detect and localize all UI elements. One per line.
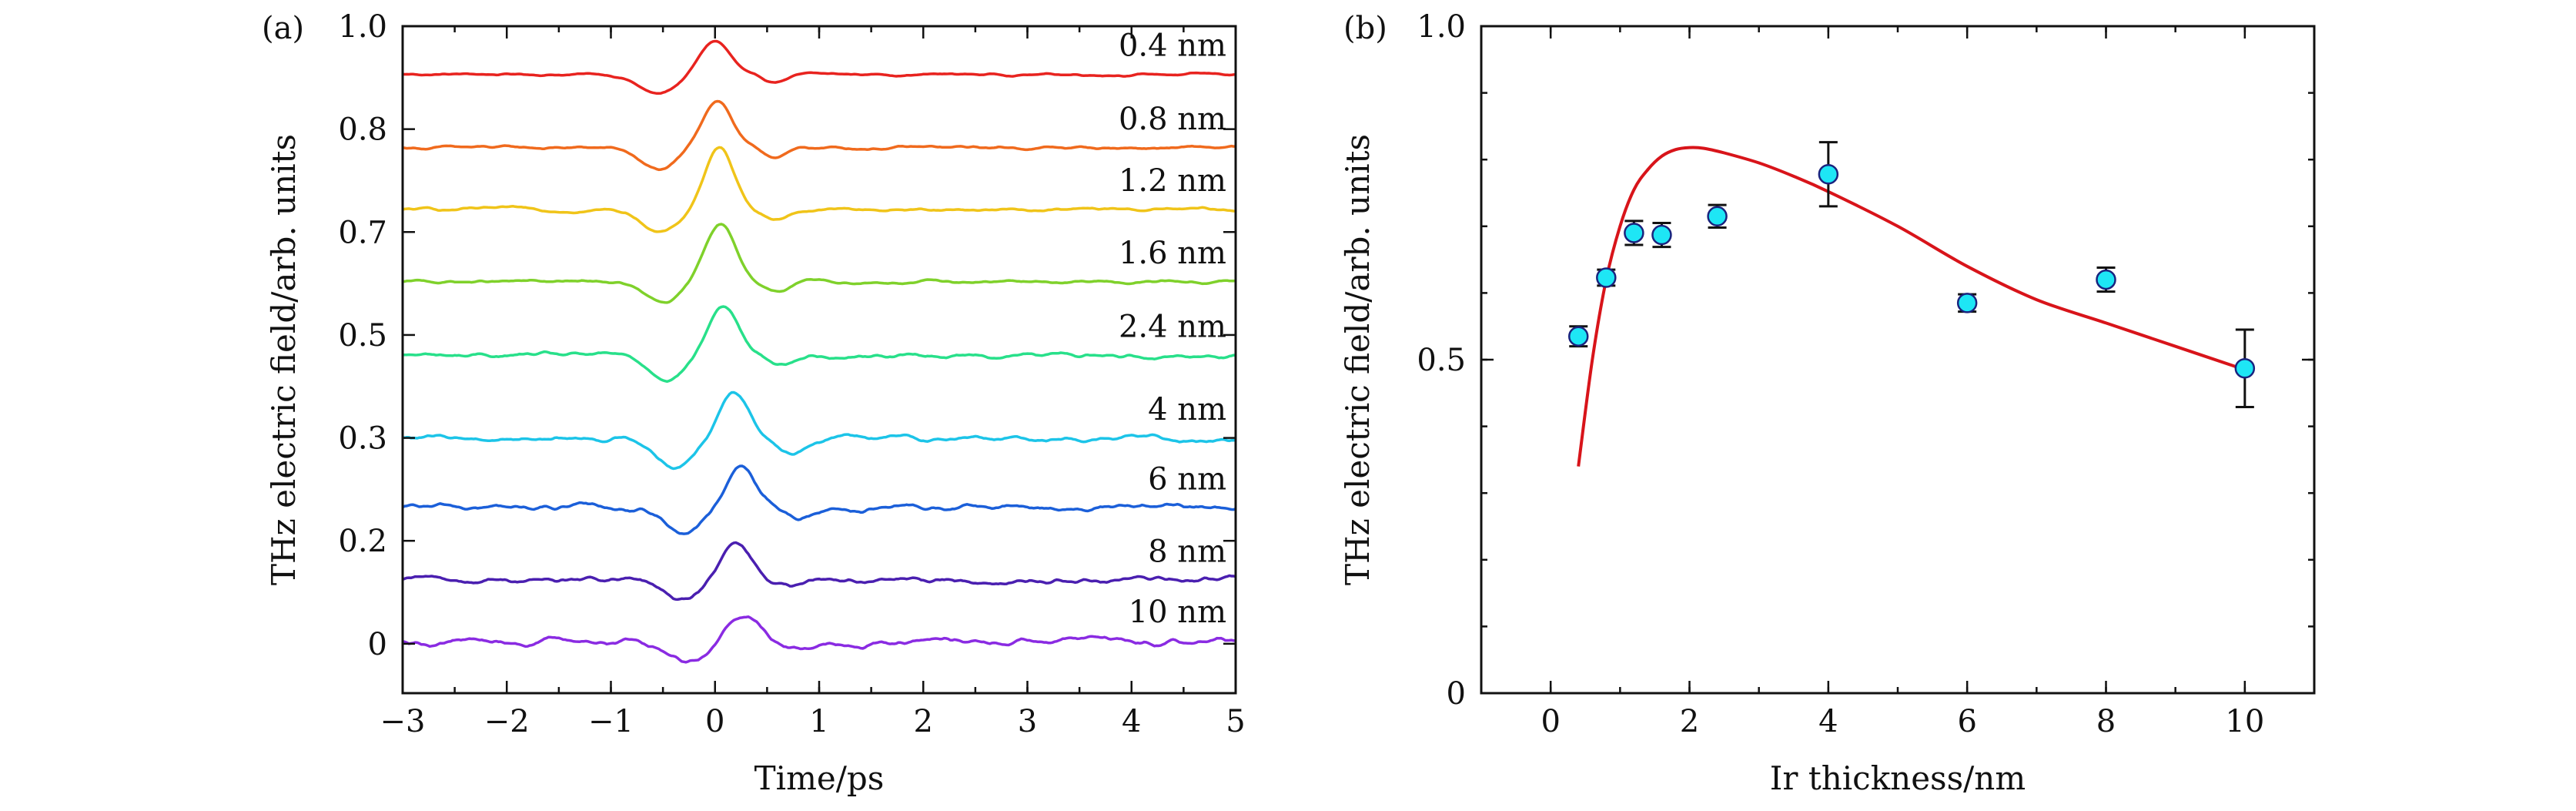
panel-b-data-point xyxy=(1624,220,1644,246)
panel-b-data-point xyxy=(1956,293,1978,313)
panel-a-series-line xyxy=(402,99,1236,172)
panel-a-label: (a) xyxy=(262,11,304,46)
panel-a-series-line xyxy=(402,464,1236,535)
panel-b-data-point xyxy=(2096,266,2116,293)
panel-a-curve-label: 6 nm xyxy=(1148,461,1226,497)
panel-b-y-tick-label: 1.0 xyxy=(1417,9,1466,45)
panel-a-x-ticks: −3 −2 −1 0 1 2 3 4 5 xyxy=(380,26,1246,739)
panel-a-curve-label: 0.4 nm xyxy=(1119,28,1226,64)
panel-a-x-tick-label: 5 xyxy=(1226,704,1245,739)
panel-a-y-tick-label: 0.2 xyxy=(338,524,387,559)
panel-b-data-point xyxy=(2234,328,2256,408)
panel-a-series-line xyxy=(402,146,1236,233)
panel-b-marker xyxy=(1651,224,1672,246)
panel-b-marker xyxy=(1567,326,1589,347)
panel-b-y-axis-title: THz electric field/arb. units xyxy=(1339,134,1377,585)
panel-b-marker xyxy=(2096,269,2116,290)
panel-a-x-tick-label: 4 xyxy=(1122,704,1141,739)
panel-a-series-line xyxy=(402,305,1236,384)
panel-a-x-tick-label: −1 xyxy=(588,704,634,739)
panel-a-curve-label: 4 nm xyxy=(1148,392,1226,427)
panel-b-marker xyxy=(1707,206,1728,227)
panel-a-curve-label: 2.4 nm xyxy=(1119,309,1226,344)
panel-a-curve-label: 8 nm xyxy=(1148,534,1226,569)
panel-b-marker xyxy=(1956,293,1978,313)
panel-b-x-tick-label: 6 xyxy=(1957,704,1976,739)
panel-a-x-tick-label: −2 xyxy=(484,704,530,739)
panel-b-fit-curve xyxy=(1577,146,2246,467)
panel-a-y-tick-label: 0.5 xyxy=(338,318,387,354)
panel-a-curve-label: 10 nm xyxy=(1129,595,1226,630)
panel-a-x-tick-label: −3 xyxy=(380,704,426,739)
panel-a-series-line xyxy=(402,223,1236,304)
panel-b-y-tick-label: 0.5 xyxy=(1417,343,1466,378)
panel-b-x-tick-label: 4 xyxy=(1818,704,1838,739)
panel-a-y-axis-title: THz electric field/arb. units xyxy=(265,134,303,585)
panel-a: (a) 0.4 nm 0.8 nm 1.2 nm 1.6 nm 2.4 nm 4 nm 6 … xyxy=(262,9,1246,797)
panel-a-y-ticks: 0 0.2 0.3 0.5 0.7 0.8 1.0 xyxy=(338,9,1236,662)
panel-a-curve-label: 1.2 nm xyxy=(1119,163,1226,199)
panel-a-curve-labels: 0.4 nm 0.8 nm 1.2 nm 1.6 nm 2.4 nm 4 nm 6 nm 8 … xyxy=(1119,28,1226,630)
panel-a-frame xyxy=(401,25,1237,695)
panel-b-x-tick-label: 2 xyxy=(1680,704,1699,739)
panel-b-data-point xyxy=(1651,221,1672,249)
panel-a-series-line xyxy=(402,390,1236,471)
panel-a-y-tick-label: 0 xyxy=(368,627,387,662)
panel-a-y-tick-label: 0.7 xyxy=(338,215,387,250)
panel-b-x-tick-label: 8 xyxy=(2096,704,2116,739)
panel-a-x-axis-title: Time/ps xyxy=(754,759,885,797)
panel-b-marker xyxy=(1818,164,1839,185)
panel-b-marker xyxy=(1596,267,1617,288)
panel-a-series xyxy=(402,39,1236,664)
panel-b-data-point xyxy=(1596,267,1617,288)
panel-b-marker xyxy=(1624,223,1644,243)
panel-b: (b) 0 2 4 6 8 10 0 0.5 1.0 Ir thickness/nm THz … xyxy=(1339,9,2316,797)
panel-b-y-ticks: 0 0.5 1.0 xyxy=(1417,9,2314,712)
panel-a-x-tick-label: 0 xyxy=(705,704,724,739)
panel-b-marker xyxy=(2234,358,2256,379)
panel-b-data-point xyxy=(1567,325,1589,348)
panel-b-data-point xyxy=(1818,141,1839,208)
panel-b-points xyxy=(1567,141,2256,408)
panel-b-x-ticks: 0 2 4 6 8 10 xyxy=(1480,26,2316,739)
panel-b-x-tick-label: 0 xyxy=(1541,704,1560,739)
panel-a-series-line xyxy=(402,615,1236,664)
panel-a-y-tick-label: 0.8 xyxy=(338,112,387,148)
panel-a-x-tick-label: 3 xyxy=(1018,704,1037,739)
panel-b-frame xyxy=(1480,25,2316,695)
panel-a-x-tick-label: 1 xyxy=(809,704,828,739)
panel-a-y-tick-label: 0.3 xyxy=(338,421,387,457)
panel-a-series-line xyxy=(402,39,1236,96)
panel-b-data-point xyxy=(1707,203,1728,230)
panel-a-curve-label: 1.6 nm xyxy=(1119,236,1226,271)
panel-b-x-axis-title: Ir thickness/nm xyxy=(1770,759,2026,797)
panel-a-x-tick-label: 2 xyxy=(914,704,933,739)
panel-b-x-tick-label: 10 xyxy=(2225,704,2264,739)
panel-b-label: (b) xyxy=(1343,11,1387,46)
panel-a-series-line xyxy=(402,541,1236,602)
panel-a-y-tick-label: 1.0 xyxy=(338,9,387,45)
panel-a-curve-label: 0.8 nm xyxy=(1119,102,1226,137)
panel-b-y-tick-label: 0 xyxy=(1447,676,1466,712)
